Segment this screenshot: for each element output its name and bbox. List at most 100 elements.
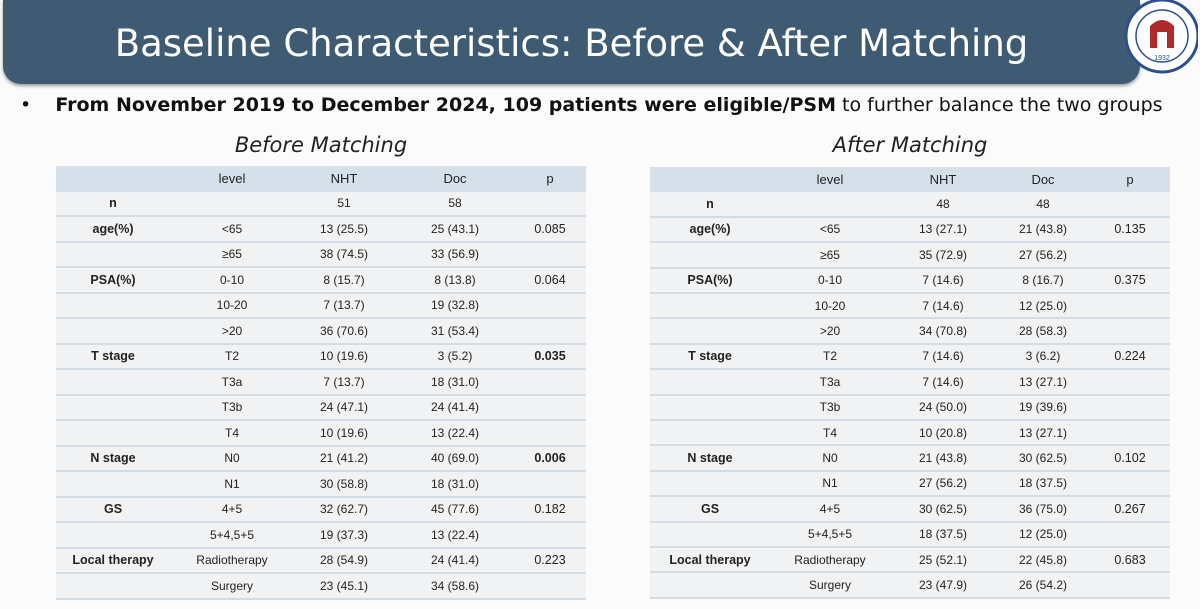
cell: 10 (19.6)	[319, 425, 369, 440]
cell: 32 (62.7)	[319, 502, 369, 517]
table-row: T3b 24 (47.1) 24 (41.4)	[56, 395, 586, 421]
column-header: NHT	[330, 171, 358, 187]
cell: 25 (43.1)	[430, 221, 480, 236]
cell: 7 (14.6)	[922, 298, 964, 313]
cell: 7 (13.7)	[323, 298, 365, 313]
row-label: GS	[103, 502, 123, 517]
table-row: N1 27 (56.2) 18 (37.5)	[650, 471, 1170, 498]
cell: 13 (25.5)	[319, 221, 369, 236]
cell: 3 (5.2)	[437, 349, 473, 364]
cell: 22 (45.8)	[1018, 552, 1068, 567]
cell: 36 (75.0)	[1018, 501, 1068, 516]
cell: T3a	[819, 374, 841, 389]
cell: 5+4,5+5	[209, 527, 255, 542]
title: Baseline Characteristics: Before & After…	[114, 22, 1029, 65]
row-label: T stage	[91, 349, 135, 364]
cell: N0	[822, 451, 838, 466]
cell: Surgery	[808, 578, 852, 593]
cell: 23 (45.1)	[319, 578, 369, 593]
cell: 12 (25.0)	[1018, 527, 1068, 542]
cell: 0-10	[817, 273, 843, 288]
cell: 8 (15.7)	[323, 272, 365, 287]
table-row: T stage T2 7 (14.6) 3 (6.2) 0.224	[650, 344, 1170, 371]
column-header: level	[816, 172, 844, 188]
cell: 5+4,5+5	[807, 527, 853, 542]
cell: 10-20	[814, 298, 846, 313]
table-row: T4 10 (20.8) 13 (27.1)	[650, 421, 1170, 447]
cell: T2	[822, 349, 837, 364]
bullet-bold: From November 2019 to December 2024, 109…	[55, 94, 837, 116]
cell: 21 (43.8)	[1018, 222, 1068, 237]
cell: 7 (13.7)	[323, 374, 365, 389]
cell: 0.223	[534, 553, 566, 568]
cell: 3 (6.2)	[1025, 349, 1061, 364]
table-row: Local therapy Radiotherapy 25 (52.1) 22 (45…	[650, 548, 1170, 574]
cell: >20	[221, 323, 243, 338]
cell: 13 (22.4)	[430, 425, 480, 440]
cell: 12 (25.0)	[1018, 298, 1068, 313]
table-row: 10-20 7 (14.6) 12 (25.0)	[650, 294, 1170, 320]
table-row: age(%) <65 13 (27.1) 21 (43.8) 0.135	[650, 217, 1170, 244]
cell: N1	[224, 476, 240, 491]
table-row: >20 34 (70.8) 28 (58.3)	[650, 319, 1170, 345]
table-row: PSA(%) 0-10 8 (15.7) 8 (13.8) 0.064	[56, 268, 586, 294]
cell: 0.224	[1114, 349, 1146, 364]
cell: 7 (14.6)	[922, 374, 964, 389]
cell: 30 (62.5)	[918, 501, 968, 516]
cell: 10-20	[216, 298, 248, 313]
row-label: age(%)	[92, 221, 134, 236]
column-header: NHT	[929, 172, 957, 188]
cell: 7 (14.6)	[922, 273, 964, 288]
row-label: PSA(%)	[687, 273, 733, 288]
table-row: Local therapy Radiotherapy 28 (54.9) 24 (41…	[56, 548, 586, 574]
column-header: p	[546, 171, 554, 187]
cell: ≥65	[820, 247, 840, 262]
cell: 38 (74.5)	[319, 247, 369, 262]
cell: 24 (50.0)	[918, 400, 968, 415]
cell: 8 (13.8)	[434, 272, 476, 287]
table-row: ≥65 35 (72.9) 27 (56.2)	[650, 243, 1170, 269]
bullet: • From November 2019 to December 2024, 1…	[20, 94, 1163, 116]
cell: 18 (37.5)	[918, 527, 968, 542]
cell: >20	[819, 324, 841, 339]
table-row: 5+4,5+5 19 (37.3) 13 (22.4)	[56, 523, 586, 549]
cell: 13 (27.1)	[1018, 374, 1068, 389]
table-row: n 51 58	[56, 191, 586, 217]
table-row: 10-20 7 (13.7) 19 (32.8)	[56, 293, 586, 319]
cell: 18 (31.0)	[430, 374, 480, 389]
cell: 48	[1036, 197, 1050, 212]
table-row: N1 30 (58.8) 18 (31.0)	[56, 472, 586, 498]
table-row: T3a 7 (14.6) 13 (27.1)	[650, 370, 1170, 396]
cell: 24 (41.4)	[430, 553, 480, 568]
cell: 21 (43.8)	[918, 451, 968, 466]
table-row: N stage N0 21 (41.2) 40 (69.0) 0.006	[56, 446, 586, 472]
row-label: Local therapy	[669, 552, 751, 567]
row-label: n	[706, 197, 714, 212]
row-label: T stage	[688, 349, 732, 364]
cell: 51	[337, 196, 351, 211]
cell: 18 (37.5)	[1018, 476, 1068, 491]
cell: 13 (27.1)	[1018, 425, 1068, 440]
cell: 24 (41.4)	[430, 400, 480, 415]
cell: 26 (54.2)	[1018, 578, 1068, 593]
cell: 34 (70.8)	[918, 324, 968, 339]
cell: 18 (31.0)	[430, 476, 480, 491]
cell: <65	[819, 222, 841, 237]
cell: 0.182	[534, 502, 566, 517]
row-label: PSA(%)	[90, 272, 136, 287]
cell: 36 (70.6)	[319, 323, 369, 338]
cell: 0-10	[219, 272, 245, 287]
cell: 19 (39.6)	[1018, 400, 1068, 415]
column-header: p	[1126, 172, 1134, 188]
cell: N0	[224, 451, 240, 466]
table-row: T3a 7 (13.7) 18 (31.0)	[56, 370, 586, 396]
cell: ≥65	[222, 247, 242, 262]
cell: 0.085	[534, 221, 566, 236]
table-caption: After Matching	[832, 133, 988, 157]
cell: 0.375	[1114, 273, 1146, 288]
cell: T3a	[221, 374, 243, 389]
table-row: age(%) <65 13 (25.5) 25 (43.1) 0.085	[56, 217, 586, 243]
table-row: >20 36 (70.6) 31 (53.4)	[56, 319, 586, 345]
table-row: ≥65 38 (74.5) 33 (56.9)	[56, 242, 586, 268]
logo-year: 1932	[1154, 55, 1170, 62]
